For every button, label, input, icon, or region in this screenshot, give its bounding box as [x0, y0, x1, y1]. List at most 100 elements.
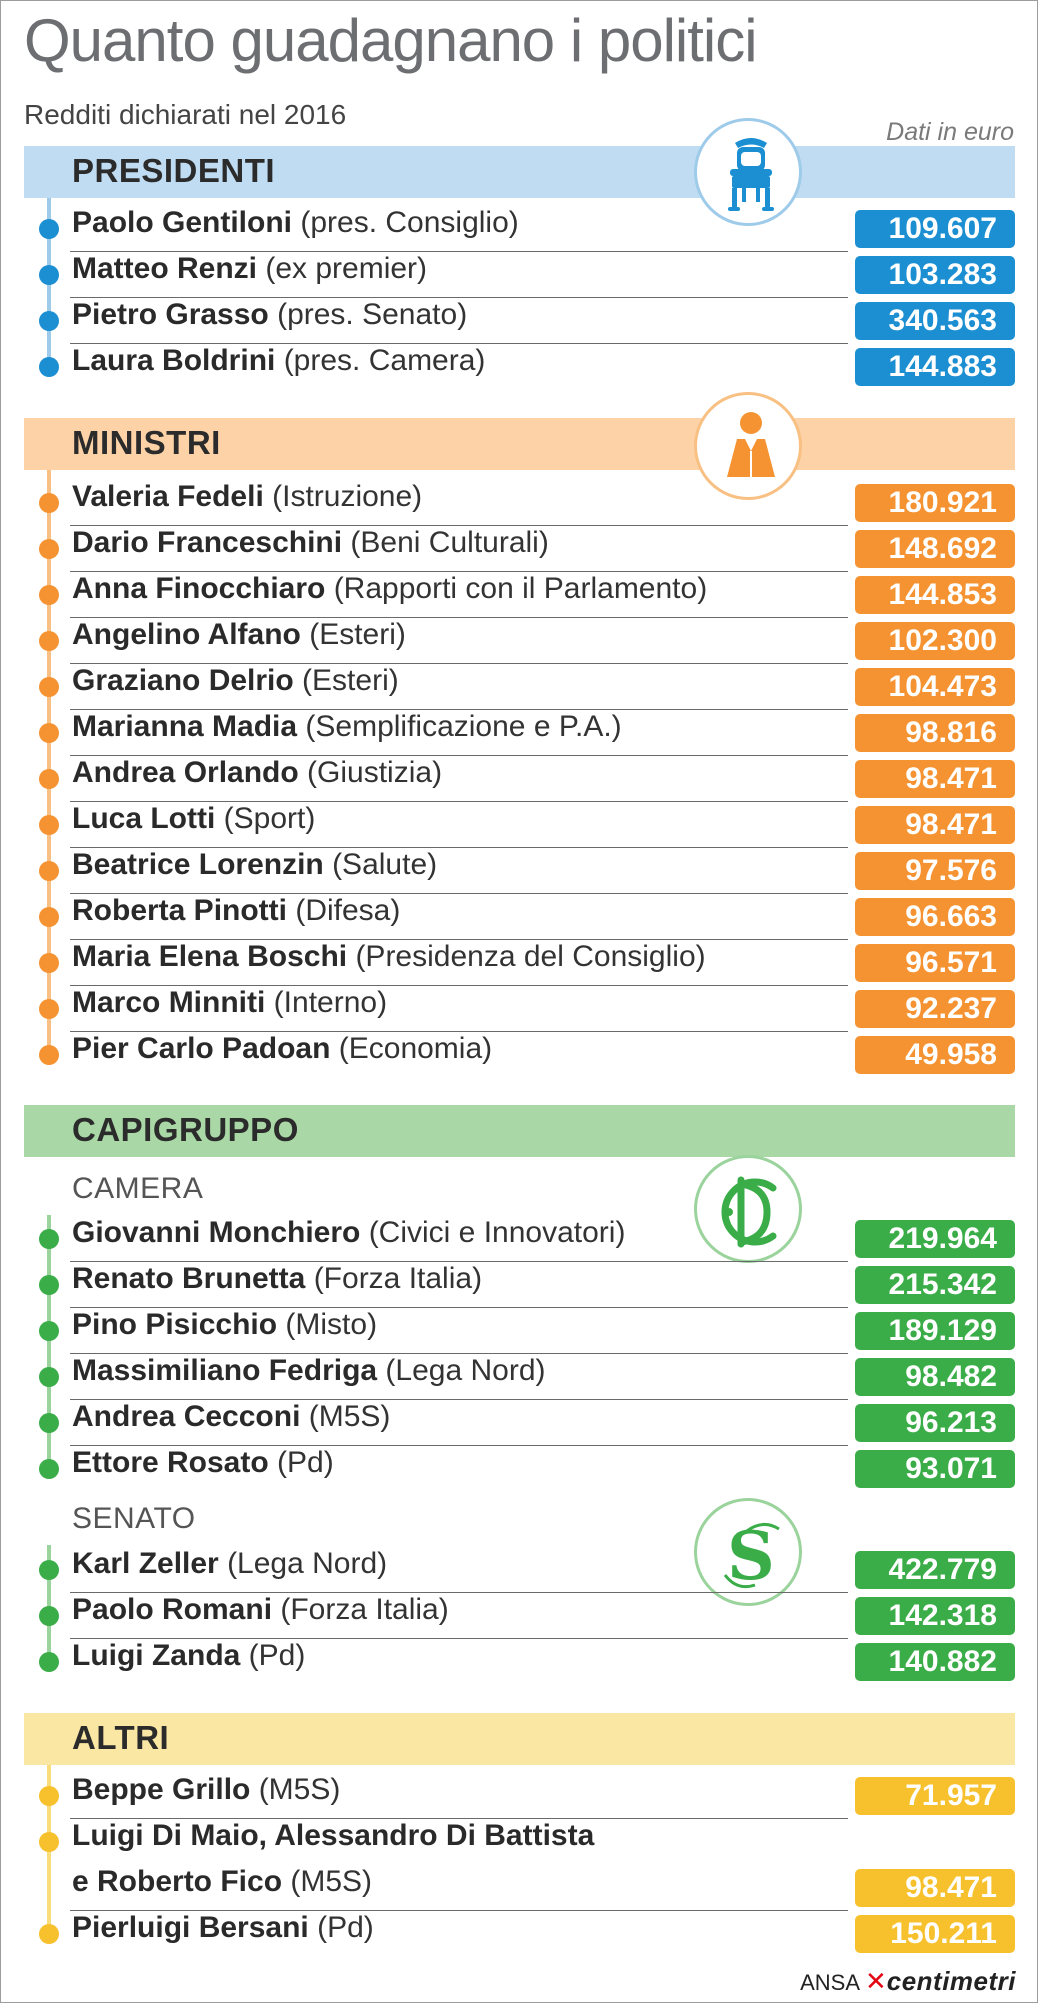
credit-agency: ANSA	[800, 1970, 859, 1995]
politician-name: Pier Carlo Padoan	[72, 1032, 331, 1065]
politician-name: Marco Minniti	[72, 986, 266, 1019]
minister-figure-icon	[694, 392, 802, 500]
politician-role: (Lega Nord)	[218, 1547, 388, 1580]
row-label: Luigi Zanda (Pd)	[72, 1639, 305, 1673]
unit-note: Dati in euro	[886, 118, 1014, 146]
row-bullet-dot	[39, 493, 59, 513]
politician-name: Karl Zeller	[72, 1547, 219, 1580]
table-row: Roberta Pinotti (Difesa) 96.663	[0, 894, 1040, 940]
row-separator	[70, 939, 848, 940]
politician-name: Pino Pisicchio	[72, 1308, 278, 1341]
income-value: 98.471	[855, 760, 1015, 798]
row-separator	[70, 663, 848, 664]
credit-brand-icon: ✕	[864, 1966, 887, 1996]
section-label-capigruppo: CAPIGRUPPO	[72, 1111, 299, 1148]
row-label: Anna Finocchiaro (Rapporti con il Parlam…	[72, 572, 707, 606]
table-row: Andrea Cecconi (M5S) 96.213	[0, 1400, 1040, 1446]
income-value: 97.576	[855, 852, 1015, 890]
section-label-presidenti: PRESIDENTI	[72, 152, 276, 189]
table-row: Laura Boldrini (pres. Camera) 144.883	[0, 344, 1040, 390]
politician-role: (M5S)	[282, 1865, 373, 1898]
politician-name: Matteo Renzi	[72, 252, 258, 285]
politician-role: (Sport)	[215, 802, 316, 835]
table-row: Ettore Rosato (Pd) 93.071	[0, 1446, 1040, 1492]
politician-role: (Semplificazione e P.A.)	[297, 710, 622, 743]
row-separator	[70, 801, 848, 802]
politician-role: (Pd)	[240, 1639, 306, 1672]
row-bullet-dot	[39, 907, 59, 927]
row-label: Pietro Grasso (pres. Senato)	[72, 298, 467, 332]
politician-role: (Esteri)	[293, 664, 399, 697]
row-bullet-dot	[39, 311, 59, 331]
income-value: 219.964	[855, 1220, 1015, 1258]
table-row: Paolo Romani (Forza Italia) 142.318	[0, 1593, 1040, 1639]
row-separator	[70, 1353, 848, 1354]
page-subtitle: Redditi dichiarati nel 2016	[24, 99, 347, 130]
politician-role: (Pd)	[308, 1911, 374, 1944]
row-bullet-dot	[39, 1275, 59, 1295]
table-row: Marco Minniti (Interno) 92.237	[0, 986, 1040, 1032]
row-label: Marianna Madia (Semplificazione e P.A.)	[72, 710, 622, 744]
row-separator	[70, 343, 848, 344]
politician-name: Maria Elena Boschi	[72, 940, 348, 973]
politician-role: (Pd)	[268, 1446, 334, 1479]
row-label: Karl Zeller (Lega Nord)	[72, 1547, 387, 1581]
politician-role: (Salute)	[323, 848, 438, 881]
throne-chair-icon	[694, 118, 802, 226]
politician-role: (M5S)	[250, 1773, 341, 1806]
politician-role: (Civici e Innovatori)	[360, 1216, 626, 1249]
row-label: Maria Elena Boschi (Presidenza del Consi…	[72, 940, 706, 974]
row-separator	[70, 1031, 848, 1032]
row-bullet-dot	[39, 631, 59, 651]
row-label: Luca Lotti (Sport)	[72, 802, 315, 836]
table-row: Karl Zeller (Lega Nord) 422.779	[0, 1547, 1040, 1593]
row-bullet-dot	[39, 1560, 59, 1580]
row-bullet-dot	[39, 1321, 59, 1341]
senato-s-monogram-icon: S	[694, 1498, 802, 1606]
row-bullet-dot	[39, 1413, 59, 1433]
politician-name: Marianna Madia	[72, 710, 298, 743]
politician-role: (M5S)	[300, 1400, 391, 1433]
table-row: Luca Lotti (Sport) 98.471	[0, 802, 1040, 848]
table-row: Pietro Grasso (pres. Senato) 340.563	[0, 298, 1040, 344]
row-separator	[70, 709, 848, 710]
income-value: 180.921	[855, 484, 1015, 522]
row-separator	[70, 525, 848, 526]
table-row: Dario Franceschini (Beni Culturali) 148.6…	[0, 526, 1040, 572]
politician-role: (Esteri)	[300, 618, 406, 651]
politician-role: (pres. Senato)	[268, 298, 468, 331]
row-bullet-dot	[39, 861, 59, 881]
politician-role: (ex premier)	[257, 252, 428, 285]
politician-name: Pierluigi Bersani	[72, 1911, 309, 1944]
income-value: 71.957	[855, 1777, 1015, 1815]
income-value: 422.779	[855, 1551, 1015, 1589]
row-separator	[70, 893, 848, 894]
income-value: 96.571	[855, 944, 1015, 982]
row-label: Pino Pisicchio (Misto)	[72, 1308, 377, 1342]
income-value: 96.213	[855, 1404, 1015, 1442]
row-separator	[70, 1910, 848, 1911]
politician-name: Renato Brunetta	[72, 1262, 306, 1295]
politician-name: Ettore Rosato	[72, 1446, 269, 1479]
row-label: Valeria Fedeli (Istruzione)	[72, 480, 422, 514]
table-row: Matteo Renzi (ex premier) 103.283	[0, 252, 1040, 298]
section-line-senato	[47, 1545, 51, 1665]
table-row: Anna Finocchiaro (Rapporti con il Parlam…	[0, 572, 1040, 618]
politician-name: Andrea Cecconi	[72, 1400, 301, 1433]
row-separator	[70, 251, 848, 252]
income-value: 140.882	[855, 1643, 1015, 1681]
income-value: 102.300	[855, 622, 1015, 660]
row-separator	[70, 1399, 848, 1400]
politician-role: (Economia)	[330, 1032, 493, 1065]
row-bullet-dot	[39, 815, 59, 835]
politician-role: (Giustizia)	[298, 756, 443, 789]
politician-name: Dario Franceschini	[72, 526, 343, 559]
row-label: e Roberto Fico (M5S)	[72, 1865, 372, 1899]
row-separator	[70, 1445, 848, 1446]
politician-role: (Presidenza del Consiglio)	[347, 940, 706, 973]
row-label: Dario Franceschini (Beni Culturali)	[72, 526, 549, 560]
table-row: Pier Carlo Padoan (Economia) 49.958	[0, 1032, 1040, 1078]
row-bullet-dot	[39, 1229, 59, 1249]
table-row: Andrea Orlando (Giustizia) 98.471	[0, 756, 1040, 802]
row-bullet-dot	[39, 723, 59, 743]
